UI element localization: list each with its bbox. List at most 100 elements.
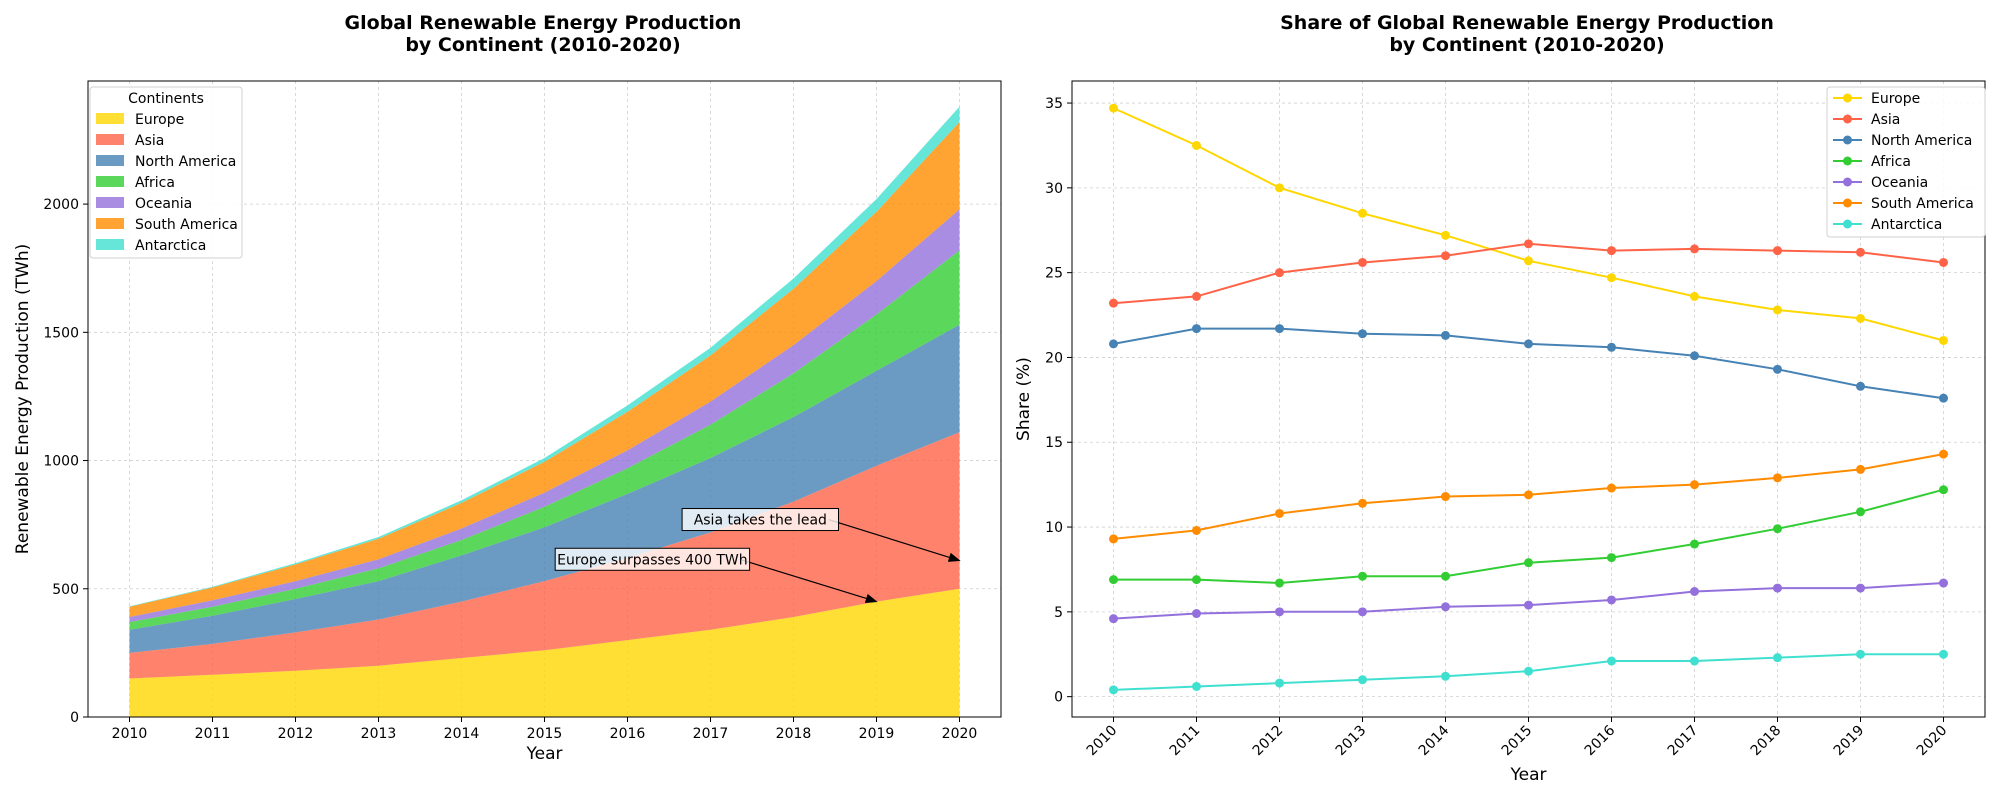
legend-swatch-africa (96, 176, 124, 187)
point-oceania (1939, 578, 1948, 588)
point-europe (1607, 273, 1616, 283)
point-south-america (1939, 449, 1948, 459)
point-africa (1939, 485, 1948, 495)
y-tick-label: 1500 (43, 325, 79, 341)
legend-marker-north-america (1843, 135, 1852, 145)
y-axis: 0 500 1000 1500 2000 (43, 197, 88, 726)
legend-label-oceania: Oceania (1871, 175, 1928, 191)
point-north-america (1939, 393, 1948, 403)
y-axis-label: Share (%) (1014, 357, 1034, 441)
point-north-america (1275, 324, 1284, 334)
y-tick-label: 10 (1045, 520, 1063, 536)
point-africa (1607, 553, 1616, 563)
x-tick-label: 2020 (942, 726, 978, 742)
grid (1072, 81, 1985, 717)
point-oceania (1856, 583, 1865, 593)
point-antarctica (1192, 681, 1201, 691)
point-antarctica (1856, 649, 1865, 659)
point-south-america (1690, 480, 1699, 490)
point-south-america (1773, 473, 1782, 483)
legend: Europe Asia North America Africa Oceania Sout… (1826, 86, 1986, 238)
point-antarctica (1524, 666, 1533, 676)
legend-box (1826, 86, 1986, 238)
point-africa (1192, 575, 1201, 585)
point-antarctica (1773, 653, 1782, 663)
point-south-america (1358, 498, 1367, 508)
y-axis: 0 5 10 15 20 25 30 35 (1045, 96, 1072, 706)
area-europe (129, 588, 960, 717)
legend-swatch-north-america (96, 155, 124, 166)
point-europe (1856, 313, 1865, 323)
legend-label-south-america: South America (1871, 196, 1974, 212)
legend-label-asia: Asia (1871, 112, 1900, 128)
x-tick-label: 2016 (610, 726, 646, 742)
x-tick-label: 2019 (859, 726, 895, 742)
legend-label-south-america: South America (135, 217, 238, 233)
x-tick-label: 2011 (195, 726, 231, 742)
annotation-arrow (739, 558, 878, 603)
point-oceania (1441, 602, 1450, 612)
x-axis-label: Year (526, 744, 563, 764)
point-asia (1856, 247, 1865, 257)
point-north-america (1856, 381, 1865, 391)
legend-title: Continents (128, 91, 204, 107)
chart-title-line-1: Global Renewable Energy Production (345, 12, 742, 34)
x-tick-label: 2015 (527, 726, 563, 742)
point-north-america (1441, 330, 1450, 340)
legend-label-oceania: Oceania (135, 196, 192, 212)
point-oceania (1192, 609, 1201, 619)
legend-swatch-oceania (96, 197, 124, 208)
point-north-america (1358, 329, 1367, 339)
x-tick-label: 2018 (776, 726, 812, 742)
share-line-chart: Share of Global Renewable Energy Product… (1014, 12, 1986, 785)
point-africa (1773, 524, 1782, 534)
y-tick-label: 2000 (43, 197, 79, 213)
plot-area (129, 106, 960, 717)
legend-label-africa: Africa (135, 175, 175, 191)
point-north-america (1109, 339, 1118, 349)
point-antarctica (1275, 678, 1284, 688)
legend-marker-oceania (1843, 177, 1852, 187)
legend-marker-africa (1843, 156, 1852, 166)
legend-label-north-america: North America (135, 154, 236, 170)
legend-label-africa: Africa (1871, 154, 1911, 170)
point-europe (1192, 140, 1201, 150)
legend-label-europe: Europe (1871, 91, 1920, 107)
annotation-box (681, 508, 839, 532)
point-asia (1773, 246, 1782, 256)
annotations: Asia takes the lead Europe surpasses 400 … (554, 508, 961, 603)
legend-label-antarctica: Antarctica (135, 238, 206, 254)
point-north-america (1607, 342, 1616, 352)
legend-marker-europe (1843, 93, 1852, 103)
annotation-text: Europe surpasses 400 TWh (557, 552, 747, 568)
point-europe (1109, 103, 1118, 113)
annotation-arrow (828, 518, 961, 562)
point-europe (1939, 335, 1948, 345)
y-tick-label: 35 (1045, 96, 1063, 112)
point-antarctica (1109, 685, 1118, 695)
point-asia (1358, 257, 1367, 267)
y-tick-label: 20 (1045, 350, 1063, 366)
point-oceania (1524, 600, 1533, 610)
point-africa (1690, 539, 1699, 549)
point-asia (1109, 298, 1118, 308)
point-south-america (1856, 464, 1865, 474)
x-tick-label: 2010 (112, 726, 148, 742)
point-antarctica (1358, 675, 1367, 685)
legend: Continents Europe Asia North America Africa… (89, 86, 243, 259)
point-north-america (1773, 364, 1782, 374)
point-europe (1275, 183, 1284, 193)
point-asia (1524, 239, 1533, 249)
y-tick-label: 1000 (43, 454, 79, 470)
point-south-america (1441, 492, 1450, 502)
point-south-america (1109, 534, 1118, 544)
x-tick-label: 2017 (693, 726, 729, 742)
legend-swatch-europe (96, 113, 124, 124)
point-europe (1773, 305, 1782, 315)
point-south-america (1607, 483, 1616, 493)
point-south-america (1192, 525, 1201, 535)
point-antarctica (1607, 656, 1616, 666)
chart-title-line-1: Share of Global Renewable Energy Product… (1280, 12, 1774, 34)
point-oceania (1773, 583, 1782, 593)
legend-box (89, 86, 243, 259)
